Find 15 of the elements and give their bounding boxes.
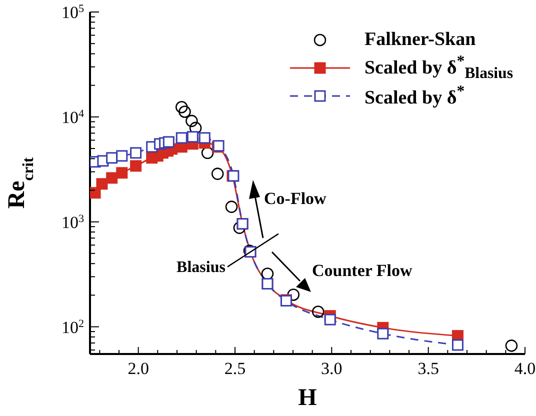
y-tick-label: 10$^{3}$ [61,212,84,232]
x-tick-label: 2.5 [224,359,246,378]
y-tick-label: 10$^{4}$ [61,108,84,127]
annotation: Blasius [176,258,226,276]
x-axis-title: H [298,385,318,411]
legend-label: Scaled by δ$^{*}$ [364,82,465,110]
annotation: Co-Flow [264,189,328,208]
legend-label: Falkner-Skan [364,29,476,51]
x-tick-label: 3.0 [321,359,342,378]
y-tick-label: 10$^{5}$ [61,3,84,22]
x-tick-label: 2.0 [128,359,149,378]
y-tick-label: 10$^{2}$ [61,318,84,337]
x-tick-label: 4.0 [514,359,536,378]
x-tick-label: 3.5 [418,359,439,378]
annotation: Counter Flow [312,261,413,280]
